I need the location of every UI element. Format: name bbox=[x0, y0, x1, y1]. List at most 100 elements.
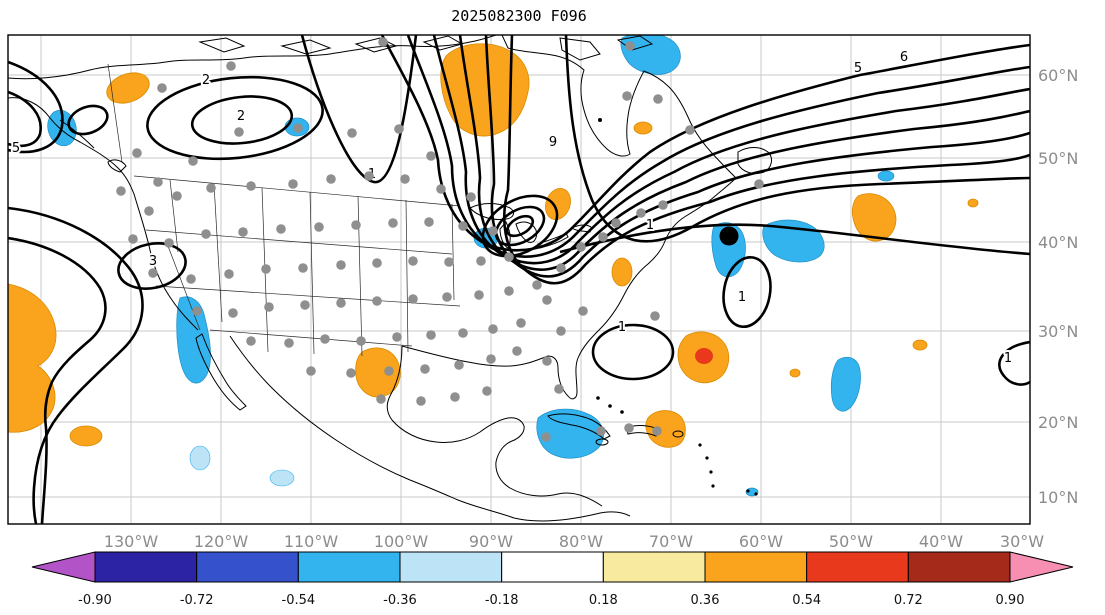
colorbar-segment bbox=[806, 551, 909, 583]
station-dot bbox=[622, 91, 632, 101]
contour-alaska-ring bbox=[67, 104, 109, 136]
station-dot bbox=[206, 183, 216, 193]
station-dot bbox=[144, 206, 154, 216]
station-dot bbox=[224, 269, 234, 279]
coastline-baja bbox=[195, 333, 247, 411]
station-dot bbox=[424, 217, 434, 227]
station-dot bbox=[336, 260, 346, 270]
colorbar-tick-label: 0.90 bbox=[996, 593, 1025, 608]
station-dot bbox=[300, 300, 310, 310]
contour-closed-low bbox=[494, 205, 546, 247]
state-line-california-nevada bbox=[167, 245, 201, 331]
station-dot bbox=[157, 83, 167, 93]
lon-tick-label: 50°W bbox=[829, 532, 873, 551]
station-dot bbox=[658, 200, 668, 210]
colorbar-segment bbox=[907, 551, 1011, 583]
contour-value-label: 1 bbox=[646, 218, 654, 233]
anomaly-negative-blob bbox=[877, 170, 895, 182]
colorbar-tick-label: -0.18 bbox=[485, 593, 519, 608]
station-dot bbox=[482, 386, 492, 396]
lat-tick-label: 30°N bbox=[1038, 322, 1078, 341]
anomaly-positive-blob bbox=[851, 193, 897, 242]
anomaly-pale-blob bbox=[269, 469, 295, 487]
station-dot bbox=[512, 346, 522, 356]
anomaly-negative-blob bbox=[536, 408, 604, 459]
contour-ring-northwest-outer bbox=[146, 75, 324, 161]
island-speck bbox=[598, 118, 602, 122]
station-dot bbox=[276, 224, 286, 234]
latitude-tick-labels: 60°N 50°N 40°N 30°N 20°N 10°N bbox=[1038, 66, 1078, 507]
station-dot bbox=[192, 306, 202, 316]
island-speck bbox=[698, 443, 702, 447]
colorbar-segment bbox=[297, 551, 401, 583]
station-dot bbox=[488, 226, 498, 236]
station-dot bbox=[466, 192, 476, 202]
anomaly-positive-blob bbox=[440, 43, 530, 137]
station-dot bbox=[376, 394, 386, 404]
station-dot bbox=[306, 366, 316, 376]
station-dot bbox=[486, 354, 496, 364]
station-dot bbox=[458, 328, 468, 338]
station-dot bbox=[532, 280, 542, 290]
anomaly-extreme-core bbox=[695, 348, 713, 364]
station-dot bbox=[685, 125, 695, 135]
station-dot bbox=[458, 221, 468, 231]
station-dot bbox=[392, 332, 402, 342]
island-hispaniola bbox=[625, 425, 659, 437]
station-dot bbox=[578, 306, 588, 316]
station-dot bbox=[450, 392, 460, 402]
station-dot bbox=[598, 232, 608, 242]
station-dot bbox=[164, 238, 174, 248]
station-dot bbox=[556, 263, 566, 273]
station-dot bbox=[326, 174, 336, 184]
lon-tick-label: 110°W bbox=[284, 532, 339, 551]
station-dot bbox=[420, 364, 430, 374]
island-speck bbox=[620, 410, 624, 414]
contour-subtropic-oval bbox=[722, 256, 772, 328]
lat-tick-label: 10°N bbox=[1038, 488, 1078, 507]
station-dot bbox=[625, 41, 635, 51]
island-speck bbox=[754, 492, 758, 496]
colorbar-segment bbox=[602, 551, 706, 583]
border-alaska-yukon bbox=[107, 63, 123, 163]
station-dot bbox=[320, 334, 330, 344]
station-dot bbox=[476, 256, 486, 266]
island-speck bbox=[705, 456, 709, 460]
anomaly-positive-blob bbox=[633, 121, 653, 135]
contour-value-label: 1 bbox=[618, 320, 626, 335]
arctic-island bbox=[354, 37, 398, 53]
island-jamaica bbox=[595, 438, 609, 446]
station-dot bbox=[624, 423, 634, 433]
state-line bbox=[169, 179, 179, 253]
contour-ring-northwest-inner bbox=[190, 95, 294, 145]
station-dot bbox=[372, 296, 382, 306]
colorbar-tick-label: -0.36 bbox=[383, 593, 417, 608]
coastline-us-east bbox=[401, 35, 737, 400]
island-speck bbox=[746, 489, 750, 493]
arctic-island bbox=[198, 37, 246, 53]
station-dot bbox=[488, 324, 498, 334]
contour-alaska-arc-inner bbox=[8, 90, 42, 148]
station-dot bbox=[116, 186, 126, 196]
colorbar-segment bbox=[94, 551, 198, 583]
station-dot bbox=[436, 184, 446, 194]
station-dot bbox=[408, 256, 418, 266]
colorbar-tick-label: 0.36 bbox=[691, 593, 720, 608]
contour-west-trough-inner bbox=[8, 236, 107, 524]
lon-tick-label: 60°W bbox=[739, 532, 783, 551]
colorbar-tick-label: -0.90 bbox=[78, 593, 112, 608]
station-dot bbox=[188, 156, 198, 166]
contour-labels: 522319561111 bbox=[10, 48, 1014, 368]
anomaly-positive-blob bbox=[967, 198, 979, 208]
anomaly-positive-blob bbox=[8, 283, 57, 433]
lon-tick-label: 70°W bbox=[649, 532, 693, 551]
station-dot bbox=[384, 366, 394, 376]
island-newfoundland bbox=[737, 147, 772, 175]
station-dot bbox=[148, 268, 158, 278]
station-dot bbox=[288, 179, 298, 189]
station-dot bbox=[444, 257, 454, 267]
longitude-tick-labels: 130°W 120°W 110°W 100°W 90°W 80°W 70°W 60°W 50°W… bbox=[104, 532, 1044, 551]
colorbar-tick-label: 0.72 bbox=[894, 593, 923, 608]
